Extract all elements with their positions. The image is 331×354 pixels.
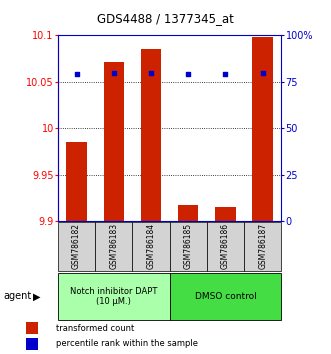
Bar bbox=[244, 222, 281, 271]
Bar bbox=[26, 322, 38, 334]
Bar bbox=[132, 222, 169, 271]
Bar bbox=[26, 338, 38, 350]
Bar bbox=[66, 142, 87, 221]
Text: GSM786185: GSM786185 bbox=[184, 223, 193, 269]
Text: GSM786187: GSM786187 bbox=[258, 223, 267, 269]
Bar bbox=[169, 273, 281, 320]
Text: transformed count: transformed count bbox=[56, 324, 134, 333]
Point bbox=[111, 70, 117, 75]
Bar bbox=[95, 222, 132, 271]
Point bbox=[260, 70, 265, 75]
Point bbox=[223, 72, 228, 77]
Bar bbox=[207, 222, 244, 271]
Bar bbox=[178, 205, 199, 221]
Bar bbox=[253, 37, 273, 221]
Text: percentile rank within the sample: percentile rank within the sample bbox=[56, 339, 198, 348]
Bar bbox=[104, 62, 124, 221]
Text: GSM786182: GSM786182 bbox=[72, 223, 81, 269]
Bar bbox=[169, 222, 207, 271]
Text: GSM786183: GSM786183 bbox=[109, 223, 118, 269]
Text: DMSO control: DMSO control bbox=[195, 292, 257, 301]
Point bbox=[148, 70, 154, 75]
Point bbox=[74, 72, 79, 77]
Bar bbox=[141, 49, 161, 221]
Text: GSM786184: GSM786184 bbox=[147, 223, 156, 269]
Text: agent: agent bbox=[3, 291, 31, 302]
Point bbox=[186, 72, 191, 77]
Text: GDS4488 / 1377345_at: GDS4488 / 1377345_at bbox=[97, 12, 234, 25]
Text: Notch inhibitor DAPT
(10 μM.): Notch inhibitor DAPT (10 μM.) bbox=[70, 287, 158, 306]
Bar bbox=[58, 222, 95, 271]
Bar bbox=[215, 207, 236, 221]
Text: GSM786186: GSM786186 bbox=[221, 223, 230, 269]
Text: ▶: ▶ bbox=[33, 291, 41, 302]
Bar bbox=[58, 273, 169, 320]
